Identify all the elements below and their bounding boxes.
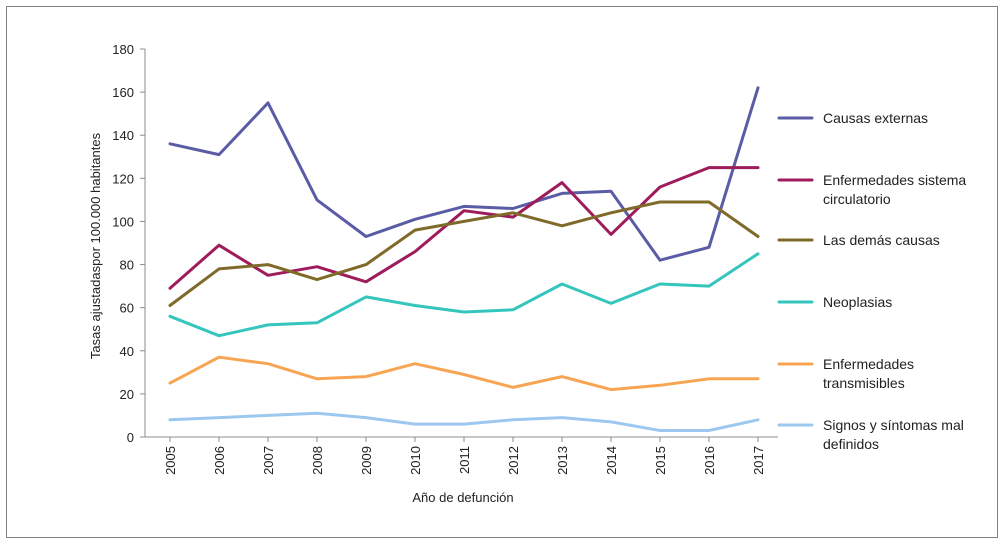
x-tick-label: 2008: [310, 446, 325, 475]
y-axis: 0 20 40 60 80 100 120 140 160 180: [112, 42, 146, 445]
series-line-3: [168, 200, 760, 307]
series-line-4: [168, 252, 760, 338]
legend-label: Las demás causas: [823, 232, 940, 248]
y-tick-label: 140: [112, 128, 134, 143]
y-tick-label: 160: [112, 85, 134, 100]
x-tick-label: 2005: [163, 446, 178, 475]
series-line-5: [168, 355, 760, 392]
series-line-1: [168, 86, 760, 262]
legend-item: Signos y síntomas mal definidos: [777, 417, 964, 452]
legend-item: Enfermedades sistema circulatorio: [777, 172, 966, 207]
legend-label: transmisibles: [823, 375, 905, 391]
legend-label: Neoplasias: [823, 294, 892, 310]
y-tick-label: 0: [127, 430, 134, 445]
x-tick-label: 2011: [457, 446, 472, 474]
x-tick-label: 2006: [212, 446, 227, 475]
chart-frame: [6, 6, 998, 538]
x-tick-label: 2017: [751, 446, 766, 475]
legend-label: definidos: [823, 436, 879, 452]
y-tick-label: 40: [120, 344, 134, 359]
y-tick-label: 100: [112, 214, 134, 229]
x-tick-label: 2015: [653, 446, 668, 475]
x-tick-label: 2007: [261, 446, 276, 475]
x-tick-label: 2009: [359, 446, 374, 475]
x-tick-label: 2016: [702, 446, 717, 475]
legend-label: Enfermedades sistema: [823, 172, 966, 188]
y-tick-label: 120: [112, 171, 134, 186]
series-line-2: [168, 166, 760, 290]
y-tick-label: 180: [112, 42, 134, 57]
y-tick-label: 80: [120, 258, 134, 273]
series-line-6: [168, 411, 760, 432]
x-tick-label: 2013: [555, 446, 570, 475]
y-tick-label: 20: [120, 387, 134, 402]
y-axis-title: Tasas ajustadaspor 100.000 habitantes: [88, 132, 103, 359]
y-tick-label: 60: [120, 301, 134, 316]
legend-item: Neoplasias: [777, 294, 892, 310]
x-tick-label: 2012: [506, 446, 521, 475]
legend-label: Signos y síntomas mal: [823, 417, 964, 433]
series-layer: [168, 86, 760, 432]
x-axis-title: Año de defunción: [412, 490, 513, 505]
legend-item: Enfermedades transmisibles: [777, 356, 914, 391]
legend-label: circulatorio: [823, 191, 891, 207]
legend: Causas externas Enfermedades sistema circu…: [777, 110, 966, 452]
x-axis: 2005 2006 2007 2008 2009 2010 2011 2012 2013 2014…: [145, 436, 778, 475]
x-tick-label: 2010: [408, 446, 423, 475]
legend-item: Las demás causas: [777, 232, 940, 248]
x-tick-label: 2014: [604, 446, 619, 475]
legend-label: Causas externas: [823, 110, 928, 126]
legend-label: Enfermedades: [823, 356, 914, 372]
legend-item: Causas externas: [777, 110, 928, 126]
